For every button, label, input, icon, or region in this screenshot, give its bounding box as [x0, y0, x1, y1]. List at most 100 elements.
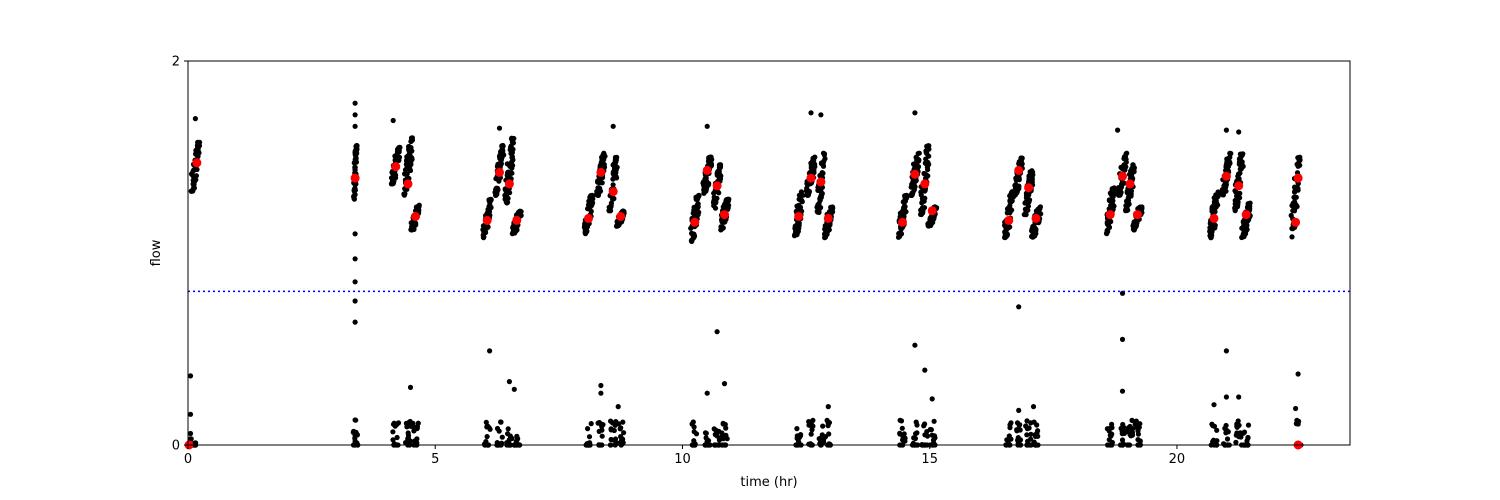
data-point — [1129, 432, 1136, 438]
data-point — [586, 434, 593, 440]
data-point — [704, 123, 710, 129]
highlight-point — [1234, 181, 1244, 191]
data-point — [1246, 204, 1252, 210]
data-point — [192, 116, 198, 122]
data-point — [817, 197, 823, 203]
data-point — [352, 164, 358, 170]
data-point — [487, 426, 493, 432]
highlight-point — [1132, 210, 1142, 220]
data-point — [191, 182, 197, 188]
data-point — [1208, 234, 1214, 241]
data-point — [1015, 186, 1021, 192]
highlight-point — [192, 158, 202, 168]
data-point — [811, 169, 817, 176]
data-point — [820, 423, 826, 429]
data-point — [1030, 169, 1036, 175]
data-point — [1130, 162, 1136, 168]
data-point — [1106, 197, 1112, 204]
data-point — [352, 279, 358, 285]
data-point — [703, 175, 709, 181]
data-point — [929, 396, 935, 402]
data-point — [691, 424, 697, 430]
data-point — [187, 436, 193, 442]
data-point — [193, 177, 199, 183]
data-point — [390, 437, 396, 443]
data-point — [613, 223, 620, 229]
data-point — [1290, 226, 1296, 232]
data-point — [1236, 434, 1242, 440]
data-point — [717, 162, 724, 168]
data-point — [1030, 233, 1036, 239]
highlight-point — [1125, 179, 1135, 189]
x-tick-label: 20 — [1169, 452, 1186, 467]
data-point — [195, 154, 201, 160]
data-point — [352, 112, 358, 118]
data-point — [822, 223, 828, 229]
data-point — [1007, 425, 1013, 431]
highlight-point — [608, 187, 618, 197]
data-point — [1135, 437, 1141, 443]
data-point — [1107, 432, 1113, 438]
data-point — [498, 151, 504, 158]
data-point — [912, 435, 919, 442]
data-point — [716, 177, 722, 183]
data-point — [1236, 129, 1242, 135]
data-point — [486, 203, 492, 210]
data-point — [723, 425, 729, 431]
highlight-point — [1014, 165, 1024, 175]
data-point — [1213, 192, 1219, 198]
data-point — [925, 143, 931, 149]
data-point — [1211, 200, 1217, 206]
data-point — [187, 373, 194, 379]
data-point — [596, 419, 602, 426]
data-point — [613, 157, 619, 163]
data-point — [1228, 150, 1234, 157]
data-point — [721, 381, 728, 387]
data-point — [483, 229, 489, 236]
y-tick-label: 0 — [172, 439, 180, 454]
data-point — [924, 160, 930, 166]
highlight-point — [1118, 171, 1127, 181]
data-point — [390, 429, 396, 435]
data-point — [608, 426, 614, 432]
highlight-point — [596, 167, 606, 177]
data-point — [390, 421, 397, 427]
data-point — [1225, 163, 1232, 170]
data-point — [712, 431, 718, 438]
data-point — [1209, 227, 1215, 233]
data-point — [487, 196, 493, 203]
data-point — [608, 418, 614, 424]
data-point — [1129, 417, 1135, 423]
data-point — [921, 205, 928, 211]
data-point — [409, 148, 415, 154]
data-point — [485, 208, 492, 214]
data-point — [691, 233, 698, 239]
data-point — [691, 211, 697, 217]
data-point — [826, 431, 832, 437]
data-point — [922, 187, 928, 193]
data-point — [618, 425, 624, 431]
highlight-point — [482, 215, 492, 225]
data-point — [922, 432, 928, 438]
highlight-point — [512, 215, 522, 225]
data-point — [688, 225, 694, 231]
data-point — [1221, 441, 1227, 447]
data-point — [711, 426, 717, 432]
data-point — [1109, 439, 1115, 446]
highlight-point — [584, 213, 593, 223]
data-point — [1220, 192, 1226, 198]
highlight-point — [823, 213, 833, 223]
data-point — [394, 434, 400, 441]
data-point — [1293, 194, 1299, 200]
data-point — [1137, 441, 1143, 447]
highlight-point — [1241, 210, 1251, 220]
highlight-point — [495, 167, 504, 177]
data-point — [792, 232, 798, 238]
data-point — [393, 157, 399, 164]
data-point — [585, 426, 591, 432]
data-point — [1236, 176, 1242, 182]
data-point — [928, 427, 935, 433]
data-point — [584, 228, 590, 234]
data-point — [599, 433, 605, 439]
data-point — [508, 143, 514, 150]
